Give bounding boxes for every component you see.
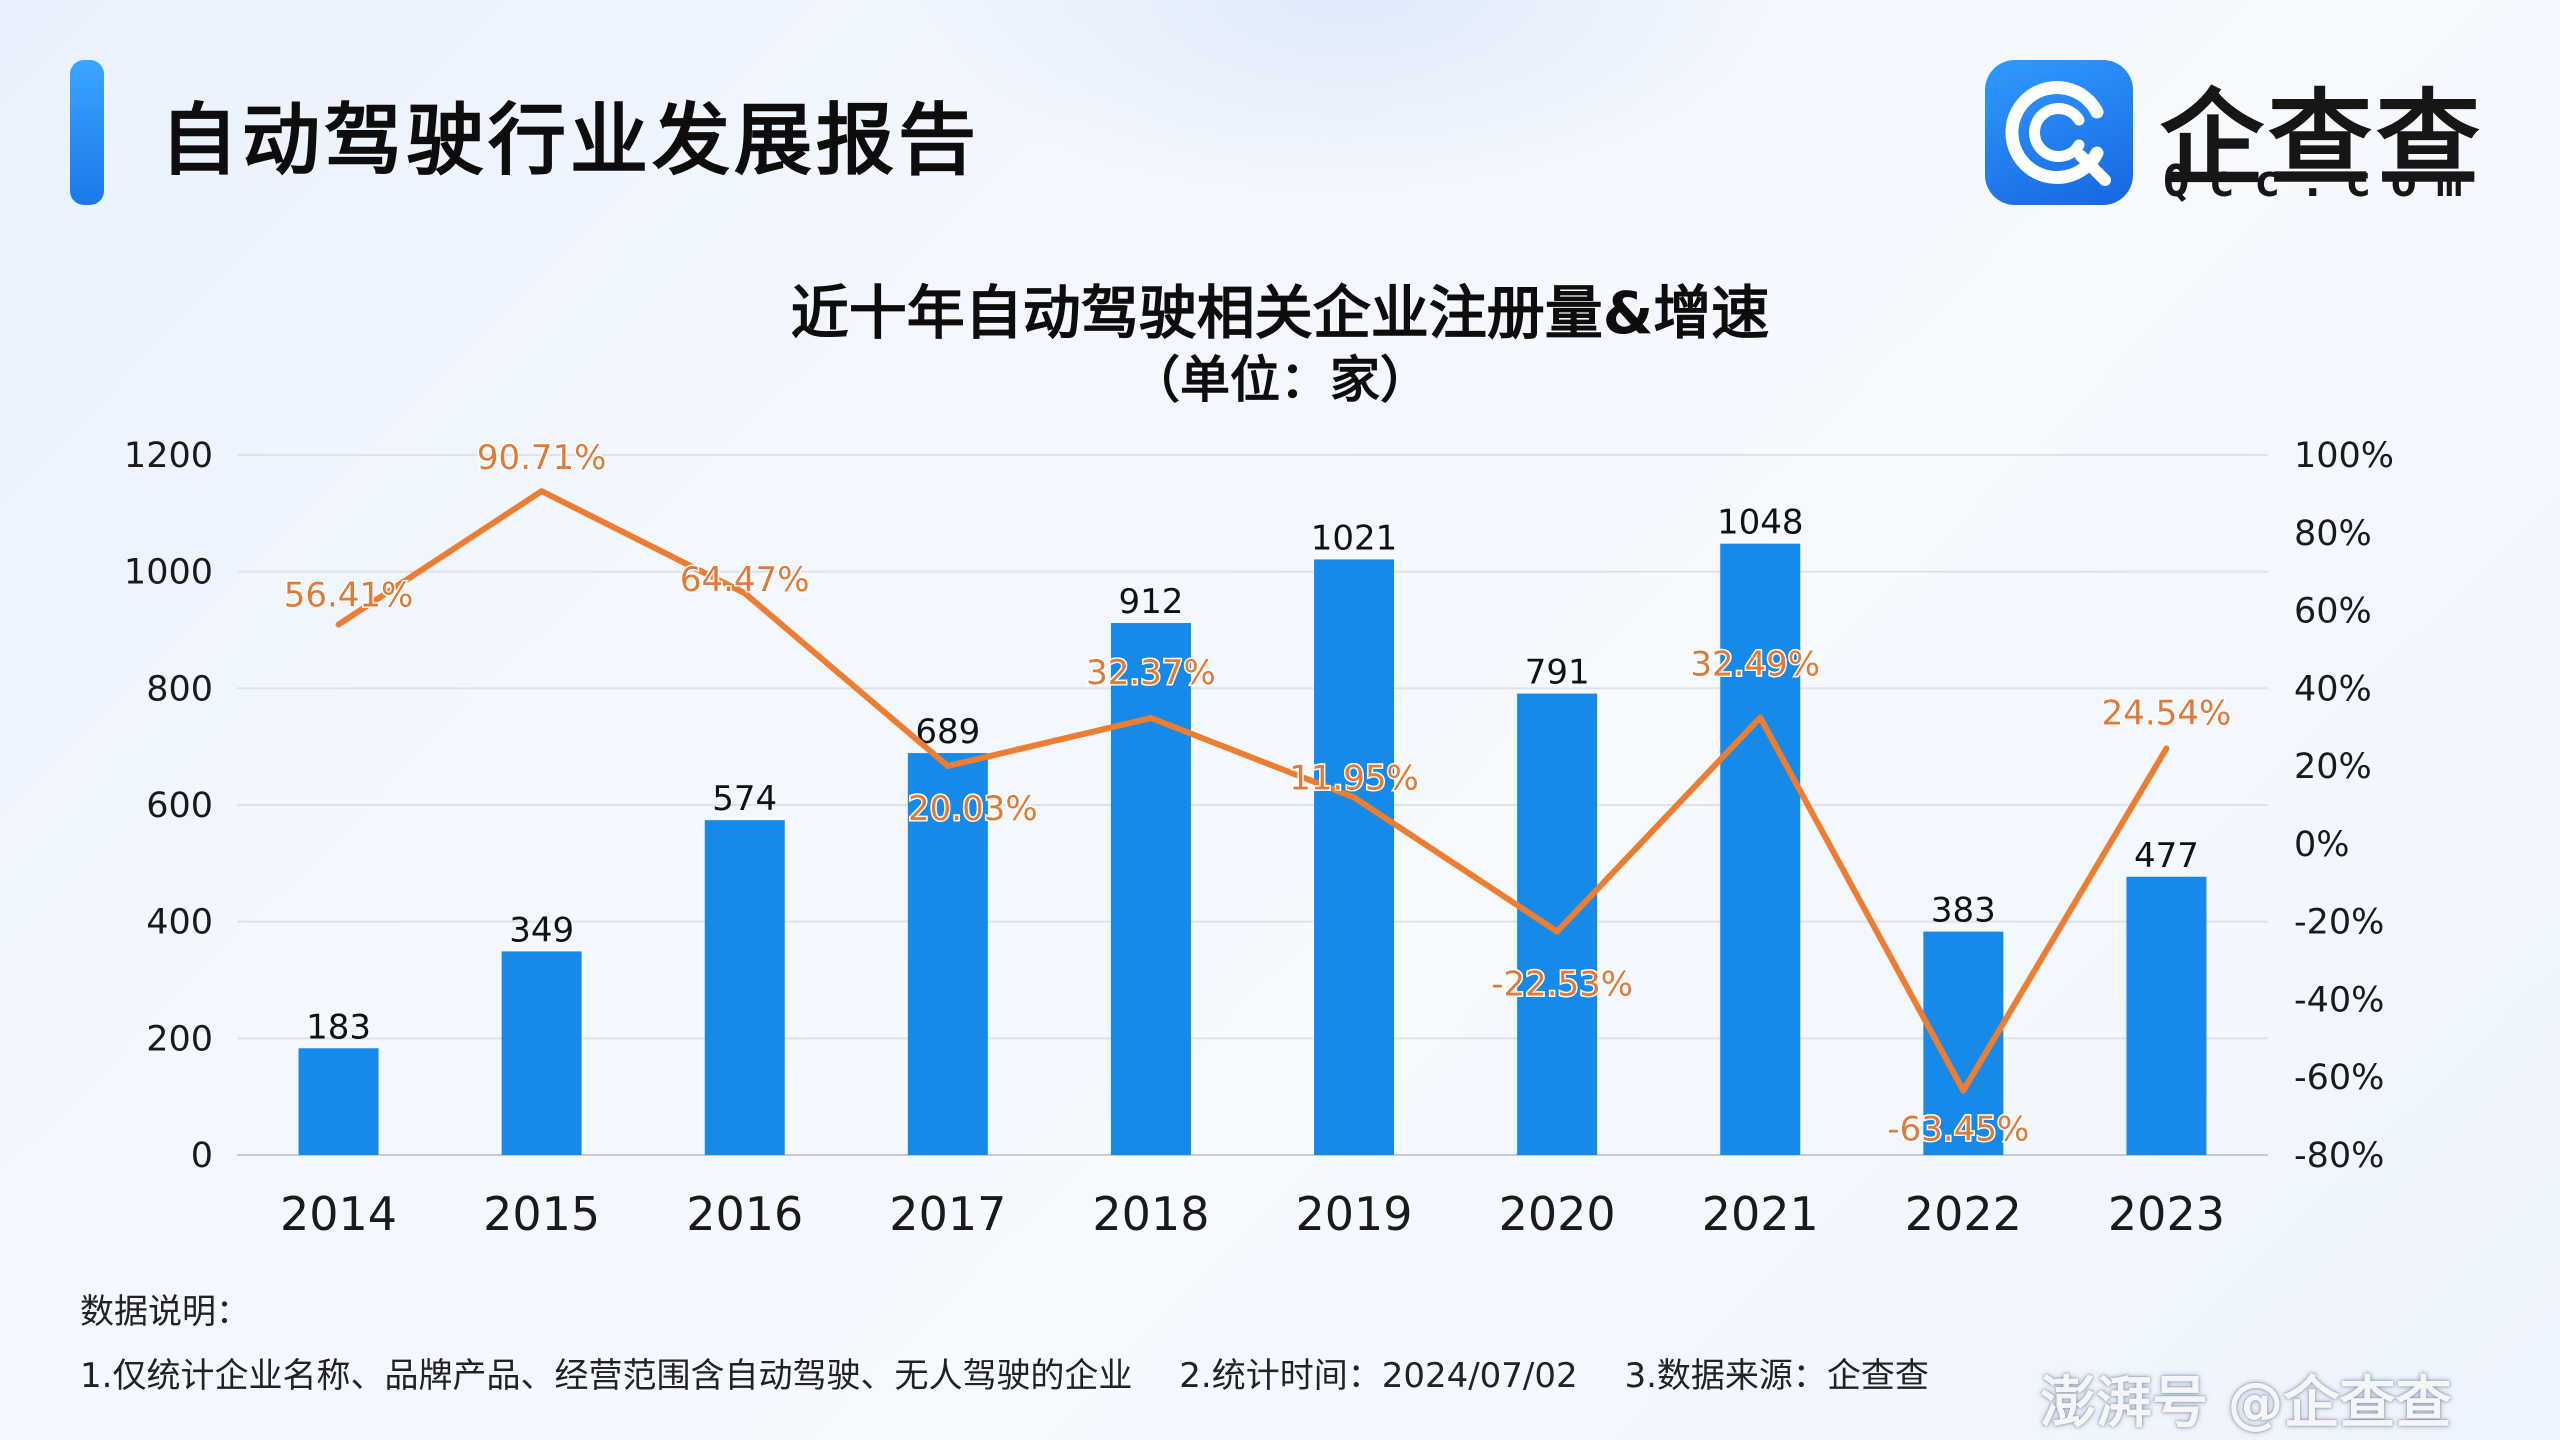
bar	[907, 753, 988, 1155]
growth-value-label: 90.71%	[477, 438, 607, 478]
bar-value-label: 1021	[1311, 518, 1398, 558]
x-tick-label: 2015	[483, 1187, 600, 1241]
logo-name: 企查查	[2160, 78, 2485, 200]
y-left-tick-label: 1000	[124, 553, 213, 593]
growth-value-label: 56.41%	[284, 576, 414, 616]
y-left-tick-label: 200	[146, 1019, 213, 1059]
x-tick-label: 2016	[686, 1187, 803, 1241]
growth-value-label: 24.54%	[2102, 693, 2232, 733]
y-right-tick-label: 0%	[2294, 825, 2350, 865]
bar	[1517, 693, 1598, 1155]
y-right-tick-label: -40%	[2294, 980, 2384, 1020]
chart-subtitle: （单位：家）	[1130, 351, 1430, 409]
x-tick-label: 2020	[1499, 1187, 1616, 1241]
bar	[1720, 543, 1801, 1155]
bar-value-label: 912	[1118, 582, 1183, 622]
note-item: 1.仅统计企业名称、品牌产品、经营范围含自动驾驶、无人驾驶的企业	[80, 1356, 1133, 1396]
growth-line	[335, 488, 2170, 1094]
growth-value-label: 64.47%	[680, 560, 810, 600]
y-right-tick-label: -60%	[2294, 1058, 2384, 1098]
bar-value-label: 1048	[1717, 503, 1804, 543]
qcc-logo-icon	[1985, 60, 2133, 205]
notes-heading: 数据说明：	[80, 1292, 250, 1332]
logo-domain: Qcc.com	[2163, 156, 2482, 207]
title-accent-bar	[70, 60, 104, 205]
bar-value-label: 477	[2134, 836, 2199, 876]
bar	[1110, 623, 1191, 1155]
y-right-tick-label: 40%	[2294, 669, 2372, 709]
bar	[501, 951, 582, 1155]
x-tick-label: 2018	[1092, 1187, 1209, 1241]
y-right-tick-label: 100%	[2294, 436, 2394, 476]
bar	[704, 820, 785, 1155]
y-left-tick-label: 800	[146, 669, 213, 709]
growth-value-label: -22.53%	[1491, 965, 1633, 1005]
x-tick-label: 2023	[2108, 1187, 2225, 1241]
watermark: 澎湃号 @企查查	[2040, 1371, 2452, 1436]
y-right-tick-label: 60%	[2294, 592, 2372, 632]
growth-value-label: -63.45%	[1887, 1110, 2029, 1150]
y-right-tick-label: -80%	[2294, 1136, 2384, 1176]
growth-value-label: 20.03%	[908, 789, 1038, 829]
bar-value-label: 383	[1931, 891, 1996, 931]
bar	[2126, 876, 2207, 1155]
bar	[298, 1048, 379, 1155]
qcc-logo: 企查查 Qcc.com	[1985, 60, 2505, 210]
note-item: 2.统计时间：2024/07/02	[1179, 1356, 1578, 1396]
x-tick-label: 2022	[1905, 1187, 2022, 1241]
note-item: 3.数据来源：企查查	[1624, 1356, 1929, 1396]
chart-title: 近十年自动驾驶相关企业注册量&增速	[790, 279, 1770, 347]
y-right-tick-label: 80%	[2294, 514, 2372, 554]
notes-line: 1.仅统计企业名称、品牌产品、经营范围含自动驾驶、无人驾驶的企业 2.统计时间：…	[80, 1348, 1965, 1397]
growth-value-label: 32.49%	[1690, 645, 1820, 685]
y-left-tick-label: 0	[191, 1136, 213, 1176]
x-tick-label: 2019	[1296, 1187, 1413, 1241]
y-left-tick-label: 600	[146, 786, 213, 826]
y-right-tick-label: 20%	[2294, 747, 2372, 787]
growth-value-label: 32.37%	[1086, 653, 1216, 693]
y-left-tick-label: 400	[146, 903, 213, 943]
page-title: 自动驾驶行业发展报告	[160, 96, 981, 186]
bar-value-label: 791	[1525, 653, 1590, 693]
x-tick-label: 2021	[1702, 1187, 1819, 1241]
x-tick-label: 2014	[280, 1187, 397, 1241]
bar-value-label: 349	[509, 910, 574, 950]
bar-value-label: 183	[306, 1007, 371, 1047]
bar-value-label: 574	[712, 779, 777, 819]
y-right-tick-label: -20%	[2294, 903, 2384, 943]
y-left-tick-label: 1200	[124, 436, 213, 476]
growth-value-label: 11.95%	[1289, 758, 1419, 798]
bar	[1314, 559, 1395, 1155]
x-tick-label: 2017	[889, 1187, 1006, 1241]
